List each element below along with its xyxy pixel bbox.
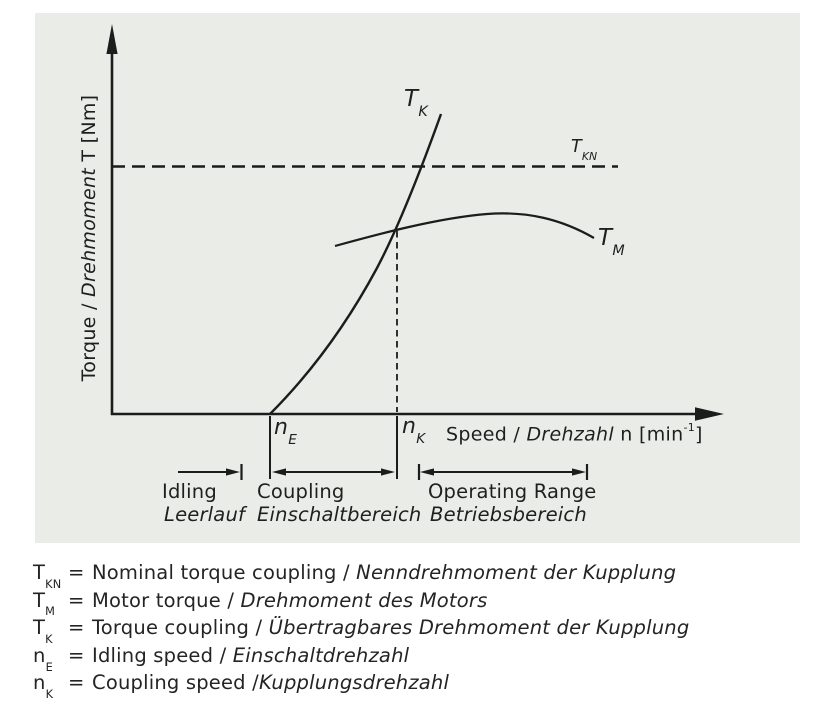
legend-row-tk: TK = Torque coupling / Übertragbares Dre… [33,616,813,647]
range-coupling-en: Coupling [257,480,345,503]
operating-range-left-arrowhead [420,468,434,476]
equals-sign: = [68,643,85,667]
range-operating-de: Betriebsbereich [430,503,587,526]
y-axis-label: Torque / Drehmoment T [Nm] [78,94,100,382]
x-axis-label: Speed / Drehzahl n [min-1] [446,421,703,446]
curve-label-tk: TK [404,86,428,121]
tk-curve [269,113,443,415]
legend-symbol: nE [33,643,53,674]
legend-text: Torque coupling / Übertragbares Drehmome… [92,616,690,640]
range-operating-en: Operating Range [428,480,597,503]
legend-symbol: TM [33,588,56,619]
range-idling-en: Idling [162,480,217,503]
equals-sign: = [68,671,85,695]
range-idling-de: Leerlauf [164,503,246,526]
idling-range-arrowhead [226,468,240,476]
curve-label-tm: TM [598,225,625,260]
y-axis-arrowhead [106,24,118,54]
legend-row-tm: TM = Motor torque / Drehmoment des Motor… [33,588,813,619]
chart-panel [35,13,800,543]
legend: TKN = Nominal torque coupling / Nenndreh… [33,561,813,702]
x-axis-arrowhead [695,407,724,421]
operating-range-right-arrowhead [572,468,586,476]
coupling-range-left-arrowhead [272,468,286,476]
marker-nk: nK [402,414,426,447]
marker-ne: nE [274,415,297,448]
legend-symbol: TKN [33,561,62,591]
legend-symbol: nK [33,671,54,702]
legend-symbol: TK [33,616,53,647]
legend-row-ne: nE = Idling speed / Einschaltdrehzahl [33,643,813,674]
curve-label-tkn: TKN [571,137,598,163]
legend-text: Coupling speed /Kupplungsdrehzahl [92,671,450,695]
legend-text: Idling speed / Einschaltdrehzahl [92,643,410,667]
equals-sign: = [68,616,85,640]
legend-row-nk: nK = Coupling speed /Kupplungsdrehzahl [33,671,813,702]
equals-sign: = [68,588,85,612]
legend-text: Motor torque / Drehmoment des Motors [92,588,488,612]
coupling-range-right-arrowhead [381,468,395,476]
legend-row-tkn: TKN = Nominal torque coupling / Nenndreh… [33,561,813,591]
equals-sign: = [68,561,85,584]
tm-curve [334,212,595,248]
legend-text: Nominal torque coupling / Nenndrehmoment… [92,561,677,584]
range-coupling-de: Einschaltbereich [257,503,422,526]
